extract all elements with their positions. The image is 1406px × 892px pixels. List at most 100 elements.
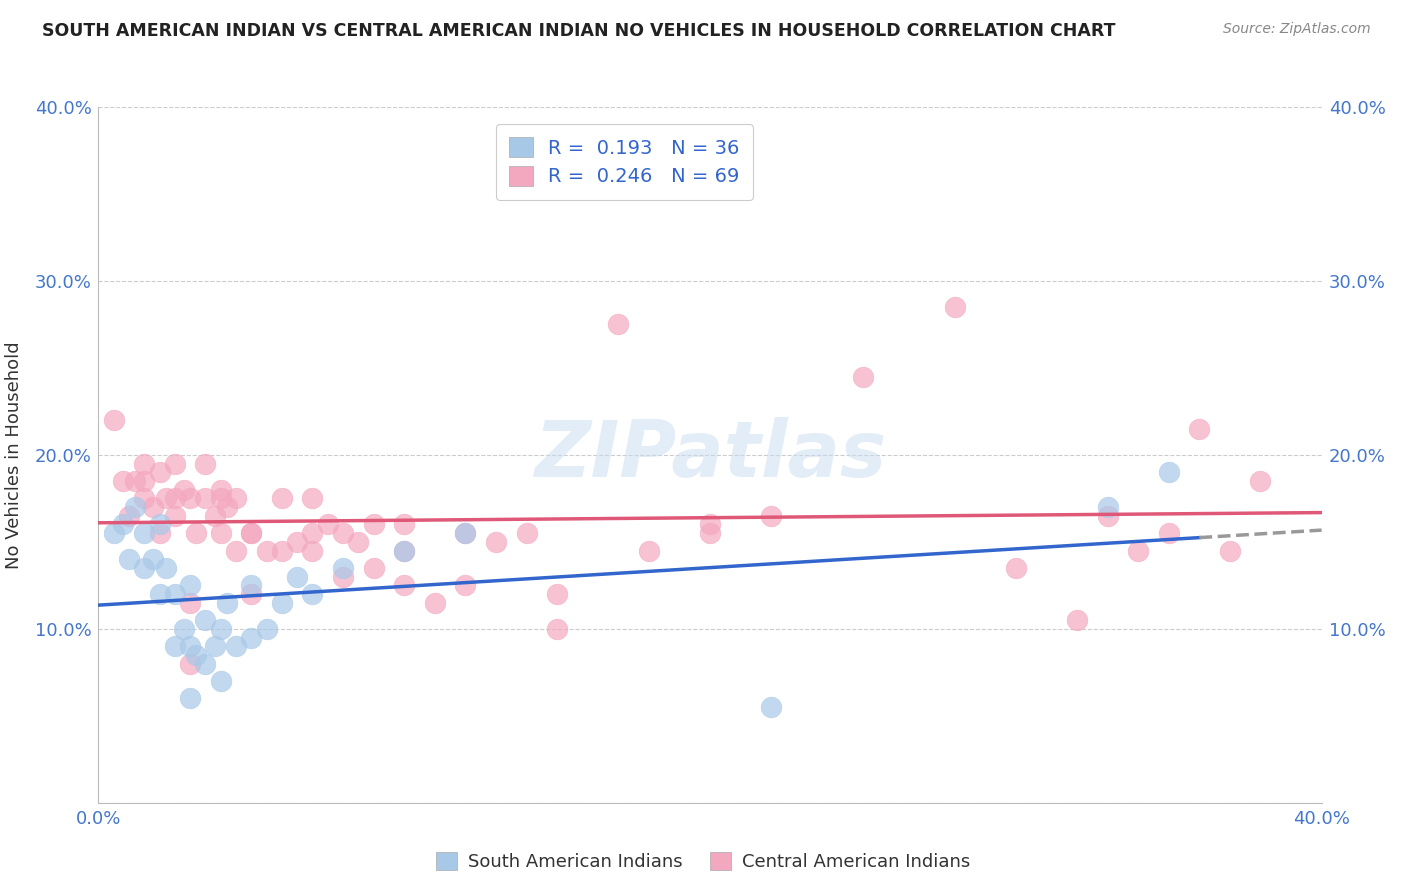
Point	[209, 491, 232, 506]
Point	[759, 508, 782, 523]
Point	[163, 457, 186, 471]
Legend: R =  0.193   N = 36, R =  0.246   N = 69: R = 0.193 N = 36, R = 0.246 N = 69	[496, 124, 754, 200]
Point	[134, 457, 156, 471]
Point	[225, 491, 247, 506]
Point	[485, 534, 508, 549]
Point	[215, 596, 238, 610]
Point	[546, 622, 568, 636]
Point	[186, 526, 208, 541]
Point	[173, 483, 195, 497]
Point	[637, 543, 661, 558]
Point	[1249, 474, 1271, 488]
Point	[179, 578, 201, 592]
Point	[204, 508, 226, 523]
Point	[363, 561, 385, 575]
Point	[155, 491, 177, 506]
Point	[103, 526, 125, 541]
Point	[699, 517, 721, 532]
Point	[607, 318, 630, 332]
Point	[240, 526, 263, 541]
Text: ZIPatlas: ZIPatlas	[534, 417, 886, 493]
Point	[163, 639, 186, 653]
Point	[1128, 543, 1150, 558]
Text: SOUTH AMERICAN INDIAN VS CENTRAL AMERICAN INDIAN NO VEHICLES IN HOUSEHOLD CORREL: SOUTH AMERICAN INDIAN VS CENTRAL AMERICA…	[42, 22, 1116, 40]
Point	[1157, 526, 1180, 541]
Point	[173, 622, 195, 636]
Point	[142, 500, 165, 514]
Point	[363, 517, 385, 532]
Point	[118, 508, 141, 523]
Point	[155, 561, 177, 575]
Point	[209, 622, 232, 636]
Point	[134, 561, 156, 575]
Point	[301, 587, 323, 601]
Point	[103, 413, 125, 427]
Point	[270, 491, 292, 506]
Point	[301, 543, 323, 558]
Point	[301, 491, 323, 506]
Point	[256, 622, 278, 636]
Point	[134, 526, 156, 541]
Point	[118, 552, 141, 566]
Point	[209, 483, 232, 497]
Point	[142, 552, 165, 566]
Text: Source: ZipAtlas.com: Source: ZipAtlas.com	[1223, 22, 1371, 37]
Point	[240, 578, 263, 592]
Point	[332, 570, 354, 584]
Point	[134, 474, 156, 488]
Point	[179, 639, 201, 653]
Point	[301, 526, 323, 541]
Point	[240, 587, 263, 601]
Y-axis label: No Vehicles in Household: No Vehicles in Household	[6, 341, 24, 569]
Point	[215, 500, 238, 514]
Point	[186, 648, 208, 662]
Point	[194, 657, 217, 671]
Point	[852, 369, 875, 384]
Point	[454, 526, 477, 541]
Point	[285, 534, 308, 549]
Point	[194, 491, 217, 506]
Point	[1004, 561, 1026, 575]
Point	[179, 691, 201, 706]
Point	[163, 508, 186, 523]
Point	[1188, 422, 1211, 436]
Point	[209, 526, 232, 541]
Point	[392, 543, 416, 558]
Point	[111, 517, 134, 532]
Point	[194, 457, 217, 471]
Point	[332, 526, 354, 541]
Point	[163, 491, 186, 506]
Point	[546, 587, 568, 601]
Point	[1097, 508, 1119, 523]
Point	[124, 500, 146, 514]
Point	[285, 570, 308, 584]
Point	[1066, 613, 1088, 627]
Point	[1219, 543, 1241, 558]
Point	[179, 491, 201, 506]
Point	[149, 466, 172, 480]
Point	[256, 543, 278, 558]
Point	[179, 596, 201, 610]
Point	[194, 613, 217, 627]
Point	[423, 596, 446, 610]
Point	[392, 543, 416, 558]
Point	[270, 543, 292, 558]
Point	[204, 639, 226, 653]
Point	[316, 517, 339, 532]
Point	[149, 517, 172, 532]
Point	[516, 526, 538, 541]
Point	[124, 474, 146, 488]
Point	[454, 578, 477, 592]
Legend: South American Indians, Central American Indians: South American Indians, Central American…	[429, 845, 977, 879]
Point	[179, 657, 201, 671]
Point	[225, 639, 247, 653]
Point	[392, 578, 416, 592]
Point	[240, 526, 263, 541]
Point	[699, 526, 721, 541]
Point	[163, 587, 186, 601]
Point	[149, 587, 172, 601]
Point	[134, 491, 156, 506]
Point	[759, 700, 782, 714]
Point	[454, 526, 477, 541]
Point	[392, 517, 416, 532]
